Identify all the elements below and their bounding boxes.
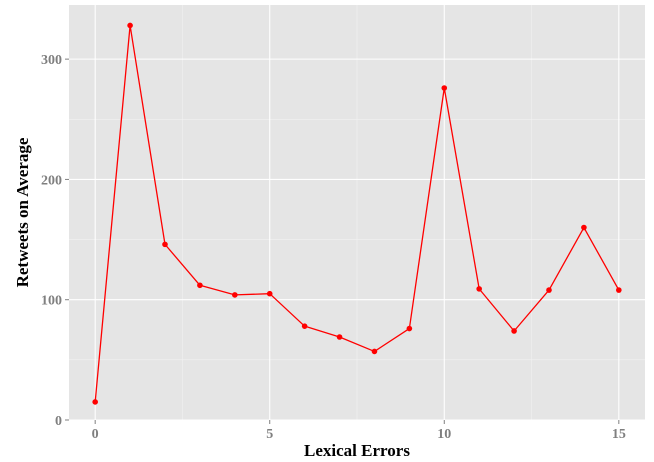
x-tick-label: 5: [266, 427, 273, 442]
data-point: [162, 241, 168, 248]
data-point: [511, 328, 517, 334]
y-axis-tick-labels: 0 100 200 300: [41, 53, 62, 429]
data-point: [127, 22, 133, 29]
series-layer: [92, 22, 622, 405]
data-point: [581, 224, 587, 231]
x-axis-tick-labels: 0 5 10 15: [92, 427, 626, 442]
data-point: [266, 290, 273, 297]
x-axis-title: Lexical Errors: [304, 441, 410, 460]
minor-grid: [69, 5, 645, 420]
data-point: [232, 292, 238, 298]
y-axis-title: Retweets on Average: [13, 137, 32, 287]
data-point: [616, 287, 622, 293]
data-point: [371, 348, 378, 355]
data-point: [406, 325, 413, 332]
x-tick-label: 15: [612, 427, 626, 442]
x-tick-label: 0: [92, 427, 99, 442]
data-point: [476, 286, 482, 292]
y-tick-label: 200: [41, 173, 62, 188]
data-point: [336, 334, 343, 340]
y-tick-label: 300: [41, 53, 62, 68]
y-tick-label: 0: [55, 414, 62, 429]
data-point: [301, 323, 308, 329]
data-point: [92, 399, 98, 405]
data-point: [441, 85, 448, 91]
major-grid: [69, 5, 645, 421]
data-point: [546, 287, 552, 293]
series-line: [94, 24, 620, 403]
data-point: [197, 282, 203, 289]
axis-ticks: [65, 58, 620, 424]
y-tick-label: 100: [41, 294, 62, 309]
x-tick-label: 10: [437, 427, 451, 442]
